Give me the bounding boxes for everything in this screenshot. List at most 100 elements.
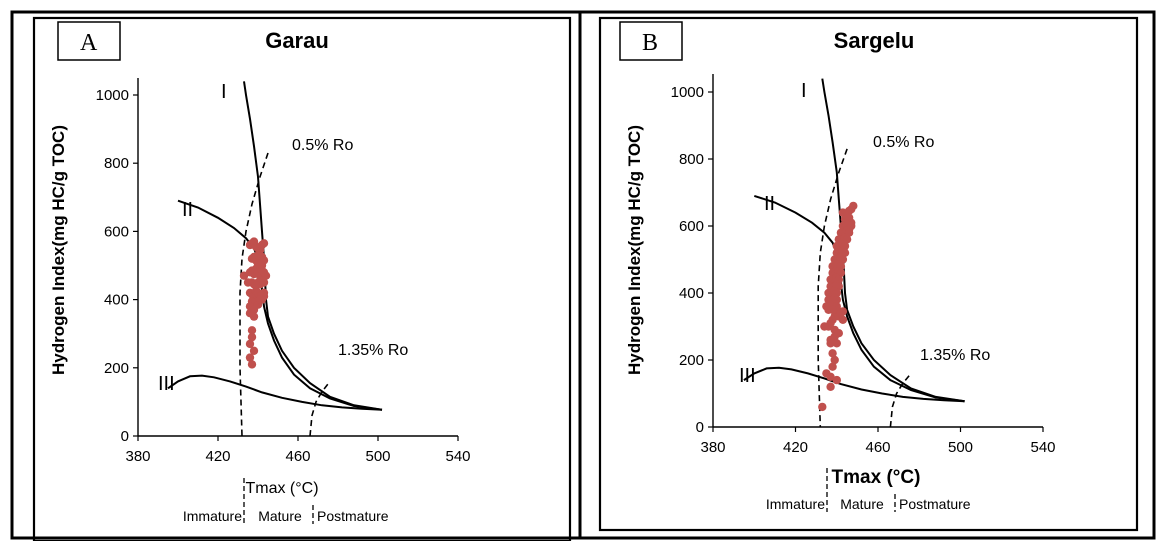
ro-label-0-5: 0.5% Ro bbox=[873, 134, 934, 151]
data-point bbox=[245, 353, 255, 362]
tick-group: 380 420 460 500 540 0 200 400 600 800 1000 bbox=[671, 84, 1056, 456]
data-point bbox=[826, 335, 835, 345]
data-point bbox=[838, 315, 848, 324]
kerogen-label-ii: II bbox=[182, 199, 193, 221]
x-tick-label: 380 bbox=[700, 439, 725, 456]
panel-b-title: Sargelu bbox=[834, 28, 915, 53]
panel-a-letter: A bbox=[80, 30, 98, 56]
data-point bbox=[849, 201, 858, 211]
data-point bbox=[259, 278, 269, 287]
y-tick-label: 400 bbox=[679, 285, 704, 302]
y-axis-label: Hydrogen Index(mg HC/g TOC) bbox=[625, 125, 644, 375]
data-point bbox=[832, 339, 841, 348]
y-tick-label: 0 bbox=[121, 428, 129, 445]
maturity-mature: Mature bbox=[258, 508, 302, 524]
y-tick-label: 600 bbox=[679, 218, 704, 235]
ro-label-1-35: 1.35% Ro bbox=[338, 342, 408, 359]
ro-curve-1-35 bbox=[889, 372, 912, 428]
x-tick-label: 540 bbox=[1030, 439, 1055, 456]
y-tick-label: 800 bbox=[104, 155, 129, 172]
kerogen-curves bbox=[167, 81, 383, 411]
x-tick-label: 460 bbox=[285, 448, 310, 465]
data-point bbox=[249, 312, 259, 321]
x-tick-label: 420 bbox=[205, 448, 230, 465]
panel-b: B Sargelu 380 420 460 500 540 0 200 400 600 800 10… bbox=[598, 16, 1139, 532]
data-point bbox=[836, 308, 846, 318]
ro-curve-0-5 bbox=[239, 152, 269, 437]
x-axis-label: Tmax (°C) bbox=[832, 467, 921, 488]
data-point bbox=[247, 326, 257, 335]
data-point bbox=[828, 305, 837, 314]
data-point bbox=[247, 332, 257, 342]
panel-b-frame bbox=[598, 16, 1139, 532]
x-tick-label: 380 bbox=[125, 448, 150, 465]
kerogen-label-i: I bbox=[801, 80, 807, 102]
data-point bbox=[826, 372, 835, 381]
data-point bbox=[820, 322, 829, 331]
data-point bbox=[249, 346, 259, 355]
kerogen-curve-i bbox=[821, 78, 965, 403]
data-point bbox=[828, 349, 837, 358]
x-tick-label: 500 bbox=[948, 439, 973, 456]
kerogen-label-iii: III bbox=[158, 373, 175, 395]
data-point bbox=[243, 278, 253, 287]
panel-b-letter-box bbox=[619, 21, 683, 61]
ro-label-1-35: 1.35% Ro bbox=[920, 347, 990, 364]
ro-label-0-5: 0.5% Ro bbox=[292, 137, 353, 154]
ro-curves bbox=[817, 148, 912, 428]
maturity-immature: Immature bbox=[766, 496, 825, 512]
kerogen-label-iii: III bbox=[739, 365, 756, 387]
ro-curve-1-35 bbox=[309, 380, 331, 437]
y-tick-label: 1000 bbox=[96, 87, 129, 104]
maturity-immature: Immature bbox=[183, 508, 242, 524]
kerogen-label-ii: II bbox=[764, 193, 775, 215]
panel-a-title: Garau bbox=[265, 28, 329, 53]
data-point bbox=[832, 295, 841, 304]
data-point bbox=[239, 271, 249, 280]
ro-curves bbox=[239, 152, 331, 437]
maturity-mature: Mature bbox=[840, 496, 884, 512]
y-tick-label: 200 bbox=[104, 360, 129, 377]
ro-curve-0-5 bbox=[817, 148, 848, 428]
data-point bbox=[257, 261, 267, 270]
panel-b-letter: B bbox=[642, 30, 658, 56]
y-axis-label: Hydrogen Index(mg HC/g TOC) bbox=[49, 125, 68, 375]
outer-frame bbox=[10, 10, 1156, 540]
kerogen-label-i: I bbox=[221, 81, 227, 103]
panel-a-letter-box bbox=[57, 21, 121, 61]
data-point bbox=[834, 329, 843, 338]
data-point bbox=[247, 360, 257, 369]
data-point bbox=[259, 239, 269, 248]
data-point bbox=[245, 339, 255, 349]
kerogen-curve-iii bbox=[167, 374, 383, 411]
x-tick-label: 500 bbox=[365, 448, 390, 465]
data-point bbox=[818, 402, 827, 412]
y-tick-label: 1000 bbox=[671, 84, 704, 101]
maturity-postmature: Postmature bbox=[317, 508, 389, 524]
kerogen-curve-iii bbox=[743, 366, 965, 403]
plot-b: 380 420 460 500 540 0 200 400 600 800 1000 bbox=[671, 74, 1056, 456]
panel-a: A Garau 380 420 460 500 540 0 200 400 600 800 1000… bbox=[32, 16, 572, 541]
data-point bbox=[826, 382, 835, 391]
y-tick-label: 800 bbox=[679, 151, 704, 168]
x-tick-label: 420 bbox=[783, 439, 808, 456]
maturity-postmature: Postmature bbox=[899, 496, 971, 512]
data-point bbox=[832, 375, 841, 385]
y-tick-label: 200 bbox=[679, 352, 704, 369]
kerogen-curves bbox=[743, 78, 965, 403]
y-tick-label: 400 bbox=[104, 292, 129, 309]
tick-group: 380 420 460 500 540 0 200 400 600 800 1000 bbox=[96, 87, 471, 465]
data-points bbox=[239, 237, 271, 369]
x-tick-label: 460 bbox=[865, 439, 890, 456]
data-point bbox=[259, 292, 269, 301]
data-point bbox=[828, 362, 837, 371]
y-tick-label: 0 bbox=[696, 419, 704, 436]
kerogen-curve-ii bbox=[177, 199, 383, 411]
data-points bbox=[818, 201, 858, 412]
kerogen-curve-ii bbox=[753, 194, 965, 403]
data-point bbox=[830, 355, 839, 365]
panel-a-frame bbox=[32, 16, 572, 541]
x-axis-label: Tmax (°C) bbox=[245, 480, 318, 497]
y-tick-label: 600 bbox=[104, 223, 129, 240]
